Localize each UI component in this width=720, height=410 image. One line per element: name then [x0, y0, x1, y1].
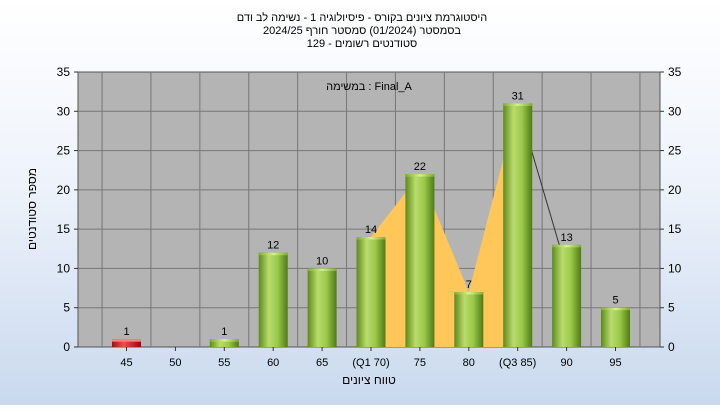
y-tick-label: 0	[63, 340, 70, 354]
y-axis-left: 0 5 10 15 20 25 30 35	[57, 65, 78, 354]
x-tick-label: 80	[463, 357, 475, 369]
bar-cap	[307, 268, 337, 271]
y-tick-label-right: 0	[668, 340, 675, 354]
x-axis: 45 50 55 60 65 (Q1 70) 75 80 (Q3 85) 90 95	[120, 347, 622, 369]
y-tick-label: 10	[57, 261, 71, 275]
y-tick-label-right: 30	[668, 104, 682, 118]
x-tick-label: 45	[120, 357, 132, 369]
bar-value-label: 14	[365, 224, 377, 236]
bar	[356, 237, 386, 347]
y-axis-right: 0 5 10 15 20 25 30 35	[660, 65, 682, 354]
bar-value-label: 1	[123, 326, 129, 338]
x-tick-label: 75	[414, 357, 426, 369]
bar	[307, 268, 337, 347]
y-tick-label-right: 5	[668, 301, 675, 315]
bar-cap	[454, 292, 484, 295]
legend-text: במשימה : Final_A	[326, 81, 412, 93]
y-tick-label: 5	[63, 301, 70, 315]
bar-value-label: 1	[221, 326, 227, 338]
bar-cap	[503, 103, 533, 106]
bar-value-label: 7	[466, 279, 472, 291]
bar	[258, 252, 288, 347]
y-tick-label: 20	[57, 183, 71, 197]
bar-value-label: 5	[612, 295, 618, 307]
bar-value-label: 12	[267, 240, 279, 252]
bar-cap	[112, 339, 141, 342]
chart-title-line-3: סטודנטים רשומים - 129	[307, 38, 418, 50]
y-tick-label-right: 25	[668, 144, 682, 158]
bar-value-label: 10	[316, 255, 328, 267]
bar	[405, 174, 435, 347]
bar-cap	[356, 237, 386, 240]
x-tick-label: 90	[560, 357, 572, 369]
x-tick-label: 55	[218, 357, 230, 369]
y-axis-label: מספר סטודנטים	[25, 168, 39, 250]
bar-cap	[209, 339, 239, 342]
bar-cap	[258, 252, 288, 256]
x-tick-label: 50	[169, 357, 181, 369]
bar-value-label: 22	[414, 161, 426, 173]
y-tick-label-right: 10	[668, 261, 682, 275]
bar-value-label: 13	[560, 232, 572, 244]
bar	[454, 292, 484, 347]
y-tick-label-right: 20	[668, 183, 682, 197]
x-tick-label: 65	[316, 357, 328, 369]
x-tick-label: 60	[267, 357, 279, 369]
y-tick-label: 15	[57, 222, 71, 236]
bar-cap	[601, 307, 630, 311]
bar-cap	[405, 174, 435, 177]
bar	[209, 339, 239, 347]
y-tick-label: 30	[57, 104, 71, 118]
y-tick-label-right: 35	[668, 65, 682, 79]
y-tick-label: 25	[57, 144, 71, 158]
bars: 1 1 12 10 14 22 7 31 13 5	[112, 90, 630, 347]
bar	[503, 103, 533, 347]
chart-title-line-2: בסמסטר (01/2024) סמסטר חורף 2024/25	[263, 25, 461, 37]
chart-title-line-1: היסטוגרמת ציונים בקורס - פיסיולוגיה 1 - …	[237, 11, 488, 24]
x-tick-label: (Q1 70)	[352, 357, 389, 369]
y-tick-label: 35	[57, 65, 71, 79]
bar-value-label: 31	[512, 90, 524, 102]
bar-cap	[552, 244, 582, 248]
chart-title: היסטוגרמת ציונים בקורס - פיסיולוגיה 1 - …	[237, 11, 488, 50]
bar	[552, 244, 582, 347]
x-axis-label: טווח ציונים	[342, 373, 396, 387]
x-tick-label: (Q3 85)	[499, 357, 536, 369]
y-tick-label-right: 15	[668, 222, 682, 236]
x-tick-label: 95	[609, 357, 621, 369]
bar	[601, 307, 630, 347]
bar	[112, 339, 141, 347]
